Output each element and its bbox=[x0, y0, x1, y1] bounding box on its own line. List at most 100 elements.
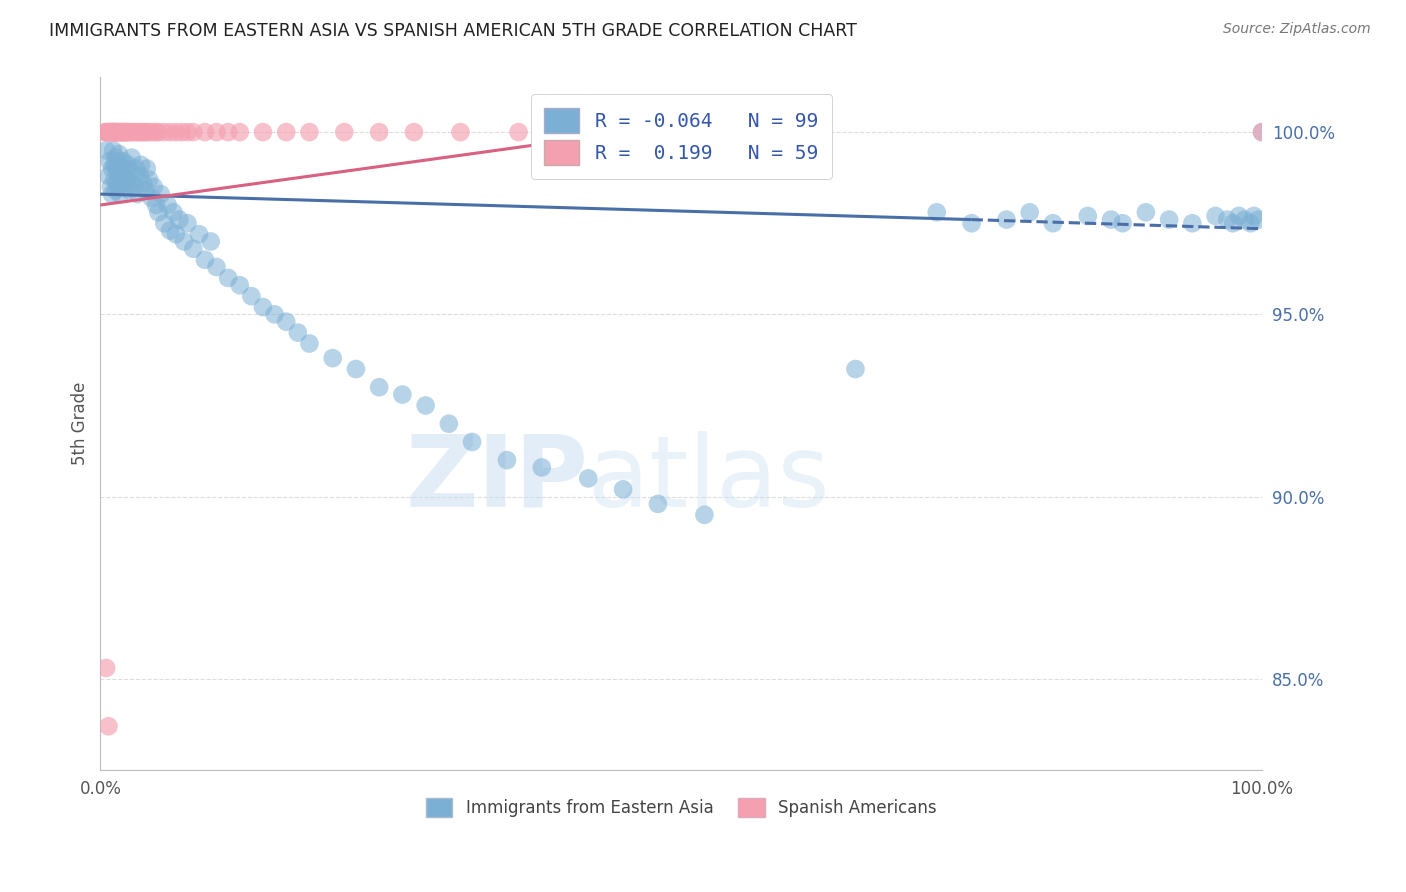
Point bbox=[105, 125, 128, 139]
Text: atlas: atlas bbox=[588, 431, 830, 528]
Point bbox=[1222, 216, 1244, 230]
Point bbox=[124, 125, 146, 139]
Point bbox=[115, 161, 138, 176]
Point bbox=[128, 169, 150, 183]
Point bbox=[153, 125, 176, 139]
Point bbox=[461, 434, 484, 449]
Point bbox=[97, 719, 120, 733]
Point bbox=[112, 169, 135, 183]
Point bbox=[322, 351, 344, 365]
Point bbox=[103, 125, 125, 139]
Point bbox=[148, 205, 170, 219]
Point bbox=[135, 161, 157, 176]
Point bbox=[145, 198, 167, 212]
Point bbox=[128, 125, 150, 139]
Point bbox=[122, 176, 145, 190]
Point bbox=[107, 154, 129, 169]
Point bbox=[1042, 216, 1064, 230]
Point bbox=[104, 183, 127, 197]
Point bbox=[131, 125, 153, 139]
Point bbox=[252, 125, 274, 139]
Point bbox=[1205, 209, 1227, 223]
Point bbox=[693, 508, 716, 522]
Point bbox=[108, 187, 131, 202]
Point bbox=[125, 161, 148, 176]
Point bbox=[995, 212, 1018, 227]
Point bbox=[844, 362, 866, 376]
Point bbox=[97, 125, 120, 139]
Point bbox=[589, 125, 612, 139]
Point bbox=[159, 125, 181, 139]
Point bbox=[1227, 209, 1250, 223]
Point bbox=[101, 144, 124, 158]
Point bbox=[217, 271, 239, 285]
Point bbox=[1159, 212, 1181, 227]
Point bbox=[132, 176, 155, 190]
Text: ZIP: ZIP bbox=[405, 431, 588, 528]
Point bbox=[149, 187, 172, 202]
Point bbox=[122, 125, 145, 139]
Point bbox=[110, 161, 132, 176]
Point bbox=[105, 176, 128, 190]
Point bbox=[142, 125, 165, 139]
Point bbox=[170, 125, 193, 139]
Point bbox=[114, 125, 136, 139]
Point bbox=[114, 179, 136, 194]
Point bbox=[162, 205, 184, 219]
Point bbox=[135, 183, 157, 197]
Point bbox=[141, 191, 163, 205]
Point bbox=[142, 179, 165, 194]
Point bbox=[96, 661, 118, 675]
Point bbox=[1243, 209, 1265, 223]
Point bbox=[115, 125, 138, 139]
Point bbox=[104, 151, 127, 165]
Point bbox=[115, 125, 138, 139]
Point bbox=[391, 387, 413, 401]
Point bbox=[138, 125, 160, 139]
Point bbox=[530, 460, 553, 475]
Point bbox=[1099, 212, 1122, 227]
Point bbox=[960, 216, 983, 230]
Point bbox=[104, 125, 127, 139]
Point bbox=[111, 176, 134, 190]
Point bbox=[229, 125, 252, 139]
Point bbox=[415, 399, 437, 413]
Point bbox=[181, 125, 204, 139]
Legend: Immigrants from Eastern Asia, Spanish Americans: Immigrants from Eastern Asia, Spanish Am… bbox=[419, 791, 943, 824]
Point bbox=[647, 497, 669, 511]
Point bbox=[287, 326, 309, 340]
Point bbox=[120, 125, 142, 139]
Point bbox=[298, 336, 321, 351]
Point bbox=[200, 235, 222, 249]
Point bbox=[148, 125, 170, 139]
Point bbox=[159, 223, 181, 237]
Point bbox=[98, 125, 121, 139]
Point bbox=[1111, 216, 1133, 230]
Point bbox=[138, 172, 160, 186]
Y-axis label: 5th Grade: 5th Grade bbox=[72, 382, 89, 466]
Point bbox=[1251, 125, 1274, 139]
Point bbox=[402, 125, 425, 139]
Point bbox=[112, 154, 135, 169]
Point bbox=[127, 125, 149, 139]
Point bbox=[101, 125, 124, 139]
Text: IMMIGRANTS FROM EASTERN ASIA VS SPANISH AMERICAN 5TH GRADE CORRELATION CHART: IMMIGRANTS FROM EASTERN ASIA VS SPANISH … bbox=[49, 22, 858, 40]
Point bbox=[252, 300, 274, 314]
Point bbox=[217, 125, 239, 139]
Point bbox=[117, 158, 139, 172]
Point bbox=[368, 125, 391, 139]
Point bbox=[101, 125, 124, 139]
Point bbox=[145, 125, 167, 139]
Point bbox=[111, 125, 134, 139]
Point bbox=[108, 147, 131, 161]
Point bbox=[188, 227, 211, 242]
Point bbox=[107, 125, 129, 139]
Point bbox=[368, 380, 391, 394]
Point bbox=[129, 158, 152, 172]
Point bbox=[118, 125, 141, 139]
Point bbox=[103, 172, 125, 186]
Point bbox=[333, 125, 356, 139]
Point bbox=[298, 125, 321, 139]
Point bbox=[100, 179, 122, 194]
Point bbox=[105, 161, 128, 176]
